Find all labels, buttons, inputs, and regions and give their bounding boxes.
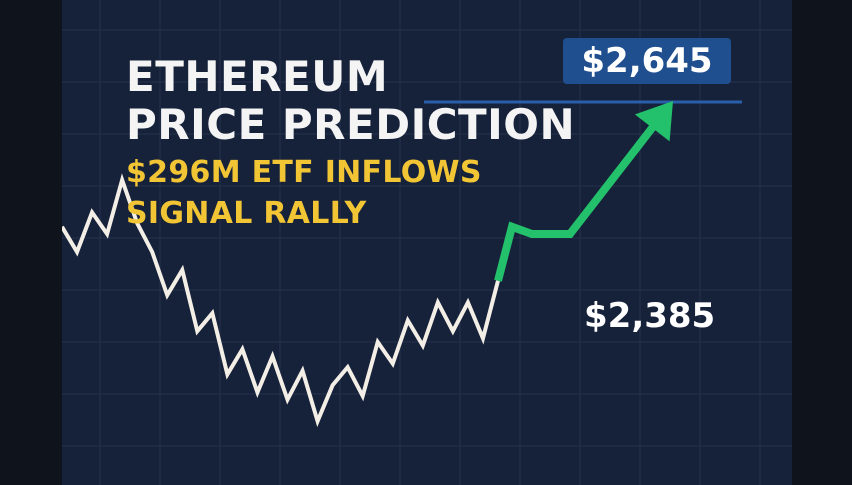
price-history-group <box>62 173 500 428</box>
subtitle-line-1: $296M ETF INFLOWS <box>126 155 482 190</box>
title-line-1: ETHEREUM <box>126 52 389 101</box>
price-history-line <box>62 173 500 428</box>
title-line-2: PRICE PREDICTION <box>126 100 576 149</box>
subtitle-line-2: SIGNAL RALLY <box>126 196 367 231</box>
right-margin <box>792 0 852 485</box>
forecast-line <box>494 112 666 282</box>
forecast-arrow-group <box>494 100 674 282</box>
left-margin <box>0 0 62 485</box>
forecast-arrow-head <box>634 100 674 142</box>
current-price-label: $2,385 <box>584 296 716 336</box>
target-price-badge: $2,645 <box>563 38 731 84</box>
